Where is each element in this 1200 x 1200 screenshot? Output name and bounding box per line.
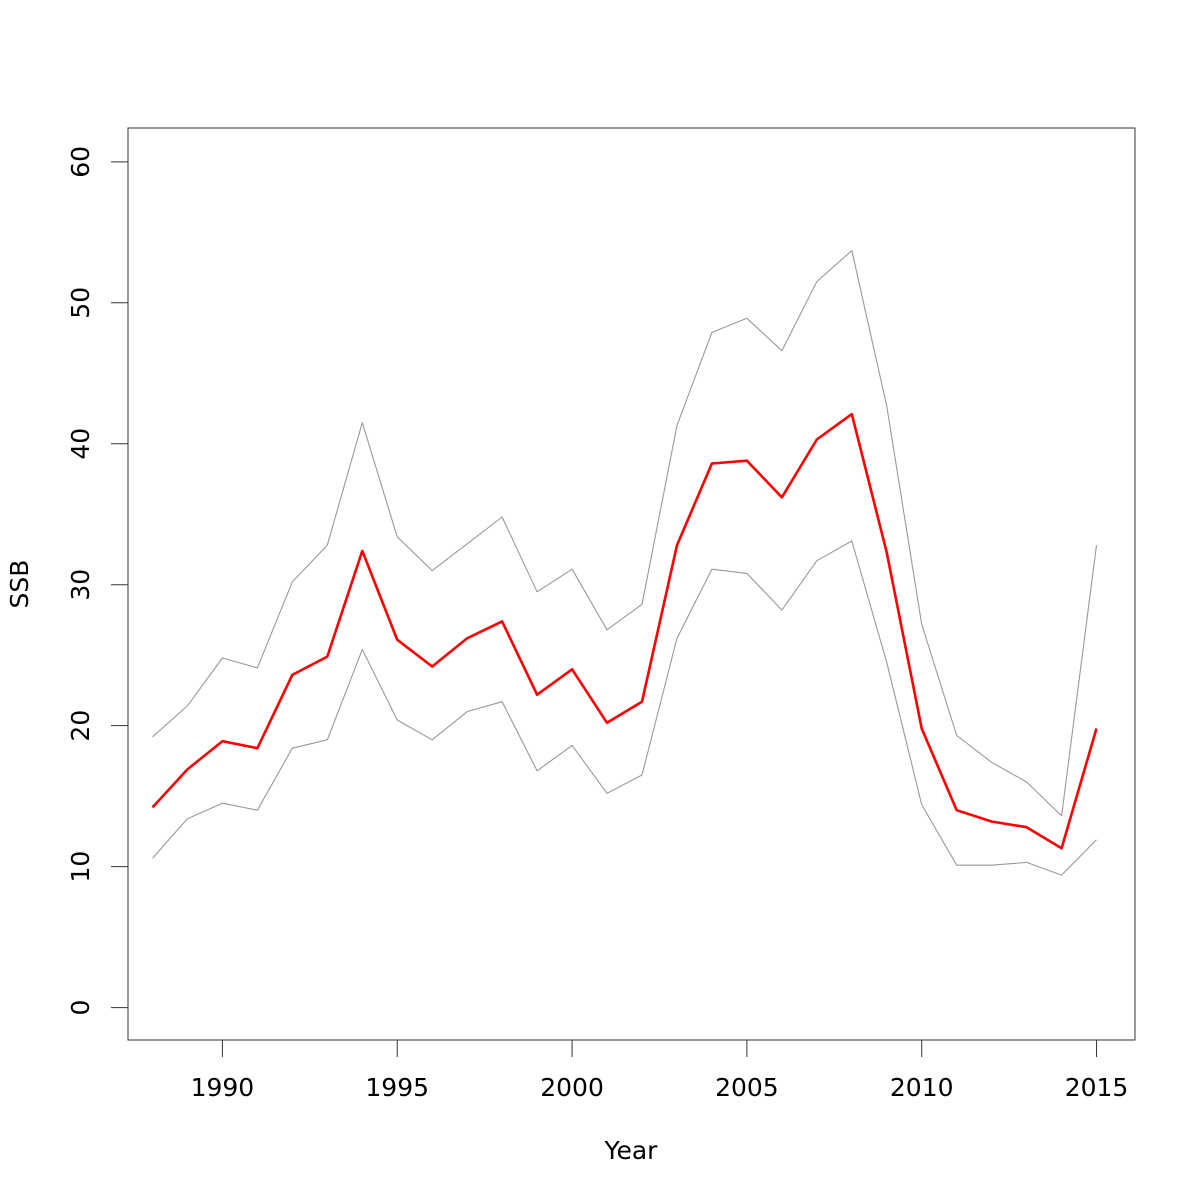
x-tick-label: 1990 [191, 1073, 255, 1102]
ssb-estimate-line [151, 412, 1098, 850]
x-axis-title: Year [604, 1136, 659, 1165]
y-tick-label: 40 [66, 428, 95, 460]
y-tick-label: 20 [66, 710, 95, 742]
x-tick-label: 1995 [365, 1073, 429, 1102]
x-tick-label: 2010 [890, 1073, 954, 1102]
ssb-upper-bound-line [152, 250, 1098, 817]
ssb-lower-bound-line [152, 540, 1097, 876]
x-tick-label: 2000 [540, 1073, 604, 1102]
x-tick-label: 2005 [715, 1073, 779, 1102]
y-tick-label: 10 [66, 851, 95, 883]
y-axis: 0 10 20 30 40 50 60 [66, 146, 129, 1016]
y-tick-label: 0 [66, 1000, 95, 1016]
y-tick-label: 30 [66, 569, 95, 601]
x-tick-label: 2015 [1065, 1073, 1129, 1102]
y-tick-label: 50 [66, 287, 95, 319]
y-tick-label: 60 [66, 146, 95, 178]
y-axis-title: SSB [5, 560, 34, 609]
plot-box [127, 127, 1136, 1041]
series-layer [151, 250, 1098, 876]
x-axis: 1990 1995 2000 2005 2010 2015 [191, 1039, 1129, 1102]
